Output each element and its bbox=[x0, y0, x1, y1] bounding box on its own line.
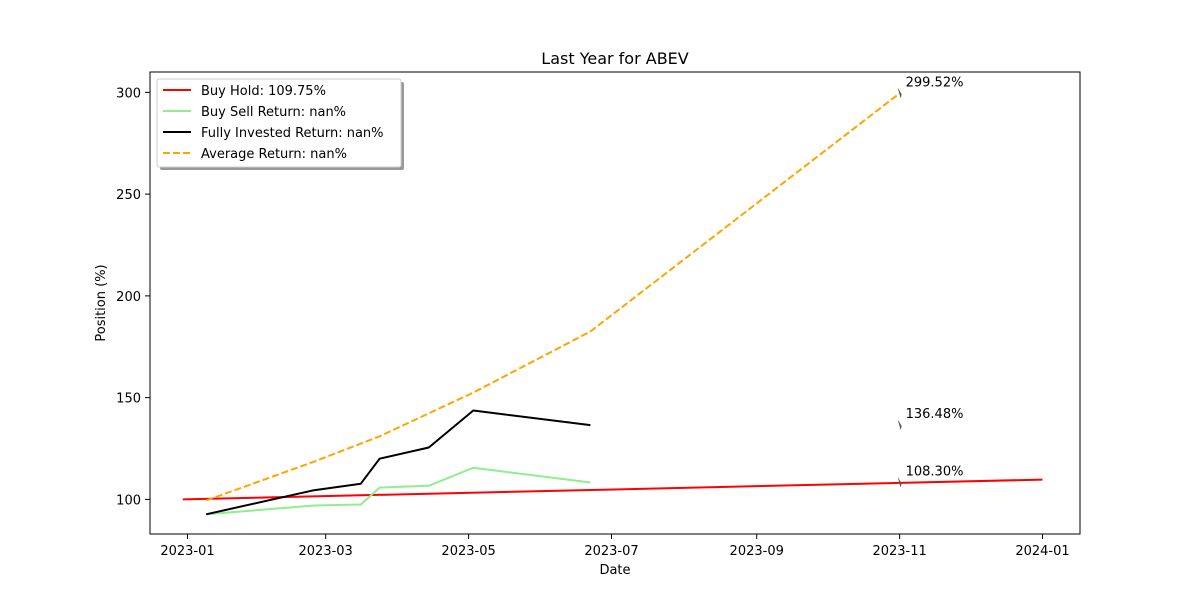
legend-label: Fully Invested Return: nan% bbox=[201, 126, 384, 141]
plot-frame bbox=[149, 71, 1081, 535]
y-tick-label: 300 bbox=[116, 86, 141, 101]
annotations: 299.52% 136.48% 108.30% bbox=[897, 75, 964, 488]
x-tick-label: 2023-03 bbox=[299, 544, 353, 559]
y-axis-label: Position (%) bbox=[94, 264, 109, 341]
annotation-label: 136.48% bbox=[906, 407, 964, 422]
legend-label: Buy Sell Return: nan% bbox=[201, 105, 346, 120]
x-tick-label: 2023-05 bbox=[441, 544, 495, 559]
y-tick-label: 100 bbox=[116, 493, 141, 508]
y-tick-label: 150 bbox=[116, 392, 141, 407]
annotation-label: 108.30% bbox=[906, 465, 964, 480]
annotation-arrow bbox=[897, 419, 902, 431]
x-axis-label: Date bbox=[599, 563, 630, 578]
x-tick-label: 2023-09 bbox=[730, 544, 784, 559]
series-line-2 bbox=[206, 466, 591, 516]
legend-box bbox=[156, 78, 402, 168]
legend-label: Average Return: nan% bbox=[201, 147, 347, 162]
x-axis: 2023-01 2023-03 2023-05 2023-07 2023-09 2023-… bbox=[160, 534, 1070, 559]
x-tick-label: 2023-07 bbox=[584, 544, 638, 559]
chart-title: Last Year for ABEV bbox=[541, 49, 688, 68]
series-line-4 bbox=[205, 92, 901, 502]
x-tick-label: 2024-01 bbox=[1015, 544, 1069, 559]
series-line-1 bbox=[182, 478, 1043, 501]
annotation-arrow bbox=[897, 476, 902, 488]
y-axis: 100 150 200 250 300 bbox=[116, 86, 150, 508]
legend-label: Buy Hold: 109.75% bbox=[201, 84, 326, 99]
legend: Buy Hold: 109.75% Buy Sell Return: nan% Fu… bbox=[156, 78, 404, 170]
y-tick-label: 200 bbox=[116, 290, 141, 305]
y-tick-label: 250 bbox=[116, 188, 141, 203]
x-tick-label: 2023-11 bbox=[872, 544, 926, 559]
annotation-arrow bbox=[897, 87, 902, 99]
annotation-label: 299.52% bbox=[906, 75, 964, 90]
plot-area bbox=[182, 92, 1043, 516]
series-line-3 bbox=[205, 409, 591, 516]
x-tick-label: 2023-01 bbox=[160, 544, 214, 559]
